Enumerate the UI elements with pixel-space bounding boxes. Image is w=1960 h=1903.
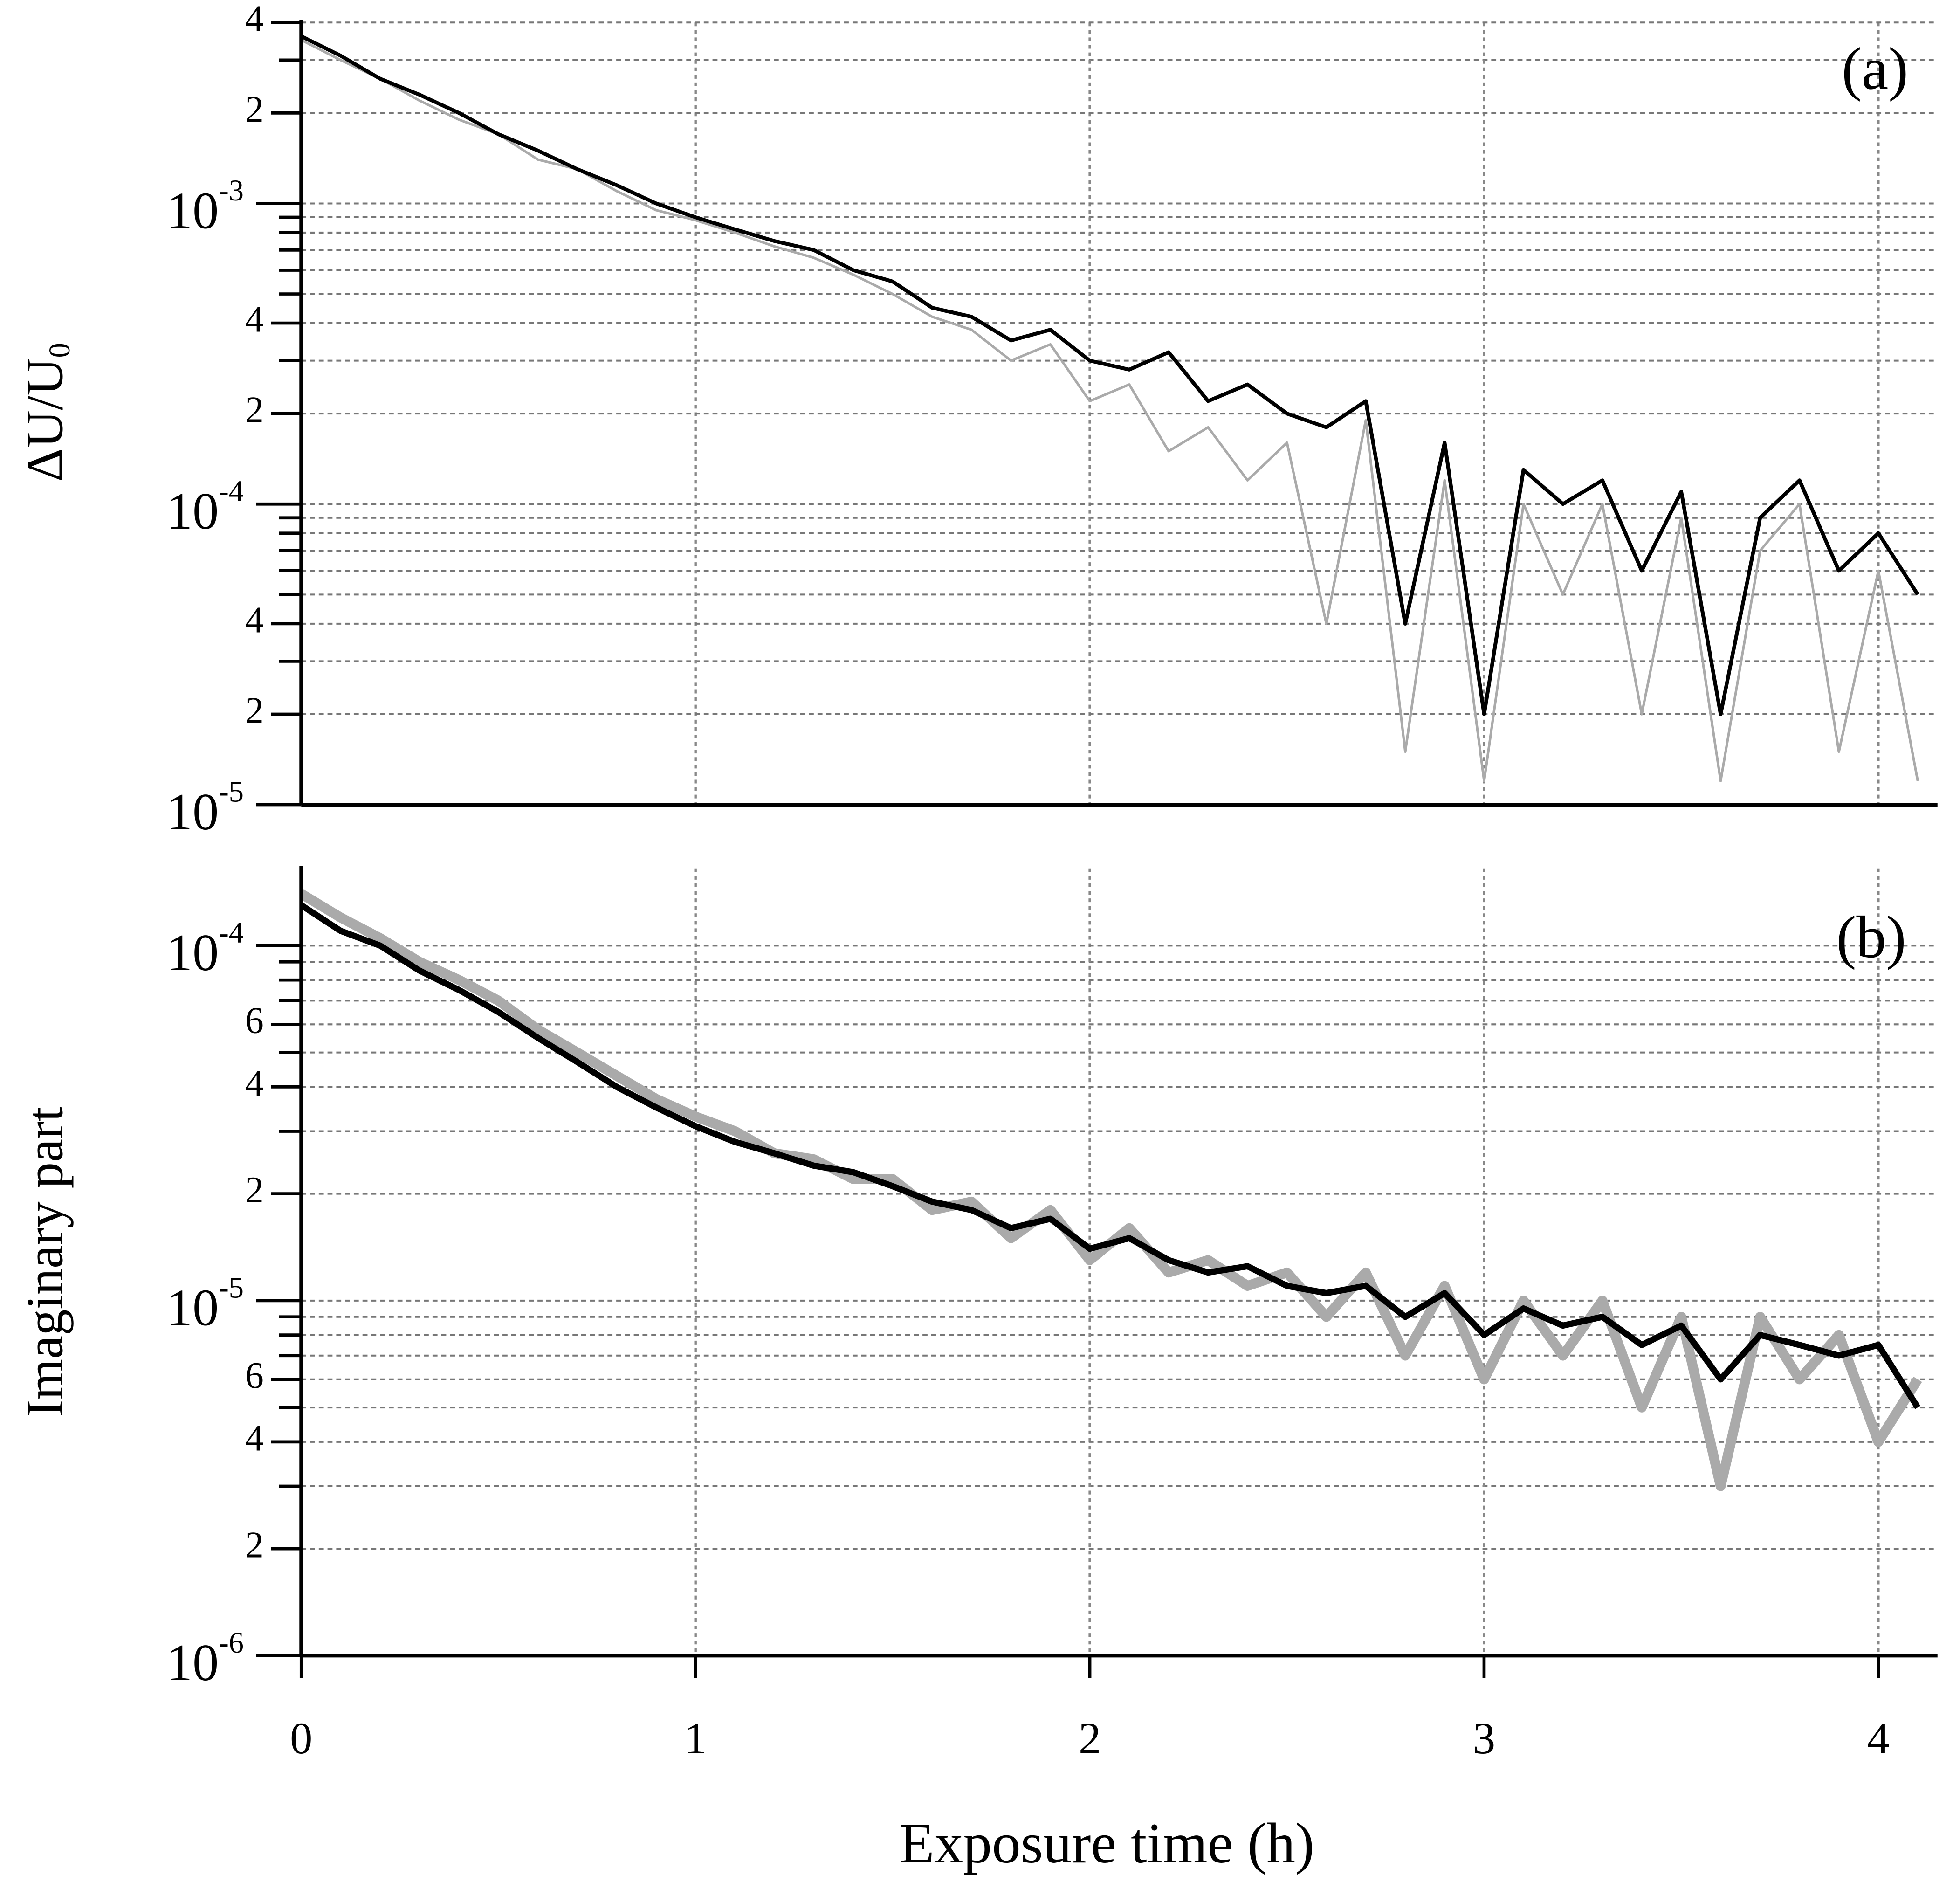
y-tick-base: 10	[166, 483, 219, 540]
y-tick-base: 10	[166, 182, 219, 240]
series-line	[301, 39, 1919, 782]
y-tick-base: 10	[166, 1279, 219, 1337]
y-tick-label: 10-4	[166, 916, 244, 982]
y-tick-label: 6	[245, 1000, 264, 1041]
y-tick-label: 10-3	[166, 174, 244, 240]
panel-label: (b)	[1836, 903, 1906, 970]
y-tick-label: 2	[245, 389, 264, 431]
y-axis-label-subscript: 0	[43, 343, 76, 358]
y-tick-base: 10	[166, 924, 219, 982]
y-tick-label: 10-6	[166, 1626, 244, 1692]
x-tick-label: 1	[684, 1713, 707, 1763]
y-axis-label: ΔU/U0	[16, 343, 76, 482]
y-tick-label: 6	[245, 1355, 264, 1396]
y-tick-label: 10-4	[166, 475, 244, 540]
y-tick-label: 4	[245, 0, 264, 40]
series-line	[301, 889, 1922, 1491]
y-tick-label: 10-5	[166, 1271, 244, 1337]
y-tick-base: 10	[166, 783, 219, 841]
y-tick-label: 4	[245, 599, 264, 641]
x-tick-label: 4	[1867, 1713, 1890, 1763]
y-tick-exponent: -4	[219, 475, 244, 508]
y-axis-label-text: ΔU/U	[16, 358, 74, 482]
series-line	[301, 34, 1919, 717]
y-axis-label: Imaginary part	[16, 1107, 74, 1417]
y-tick-label: 2	[245, 1524, 264, 1566]
y-tick-exponent: -3	[219, 174, 244, 207]
series-line	[301, 902, 1921, 1409]
y-tick-label: 4	[245, 299, 264, 340]
y-tick-exponent: -4	[219, 916, 244, 949]
panel-label: (a)	[1842, 35, 1908, 102]
y-axis-label-text: Imaginary part	[16, 1107, 74, 1417]
x-axis-label: Exposure time (h)	[899, 1811, 1314, 1875]
y-tick-exponent: -5	[219, 1271, 244, 1304]
y-tick-base: 10	[166, 1634, 219, 1692]
y-tick-label: 10-5	[166, 775, 244, 841]
x-tick-label: 2	[1079, 1713, 1101, 1763]
y-tick-label: 4	[245, 1417, 264, 1459]
x-tick-label: 0	[290, 1713, 312, 1763]
y-tick-exponent: -5	[219, 775, 244, 808]
y-tick-label: 2	[245, 1169, 264, 1211]
y-tick-label: 2	[245, 89, 264, 130]
y-tick-label: 4	[245, 1062, 264, 1104]
y-tick-exponent: -6	[219, 1626, 244, 1659]
x-tick-label: 3	[1473, 1713, 1495, 1763]
y-tick-label: 2	[245, 689, 264, 731]
